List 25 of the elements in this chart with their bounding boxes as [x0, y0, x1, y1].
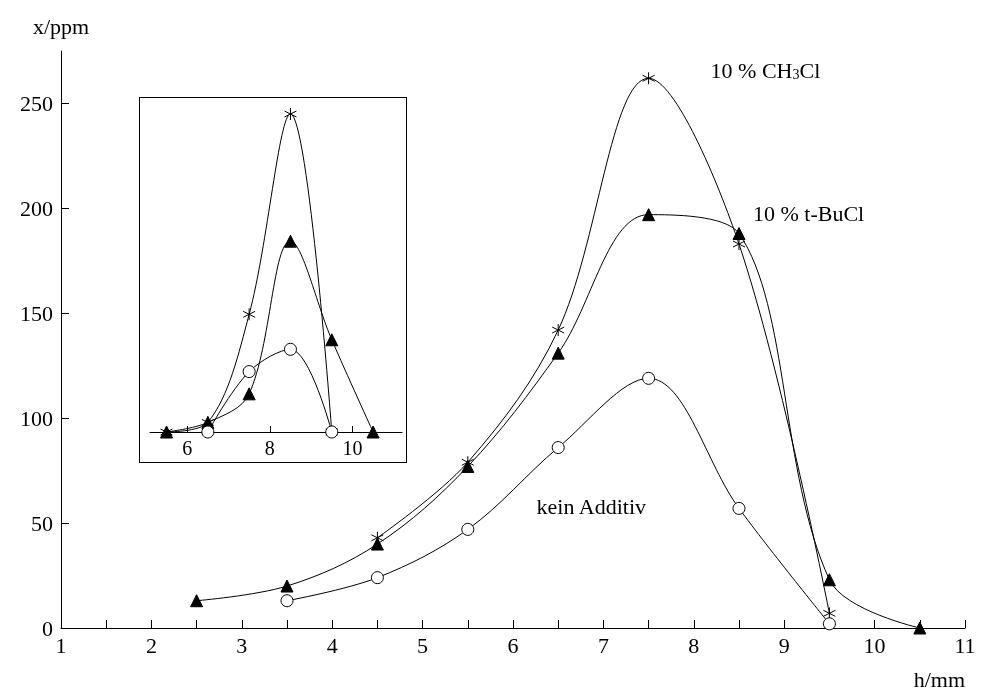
x-tick-label: 9 [778, 632, 790, 658]
x-tick-label: 2 [145, 632, 157, 658]
y-tick-label: 100 [20, 405, 53, 431]
series-label: kein Additiv [536, 493, 646, 519]
y-axis-title: x/ppm [32, 13, 90, 39]
x-tick-label: 6 [182, 437, 193, 459]
x-tick-label: 10 [863, 632, 886, 658]
y-tick-label: 150 [20, 300, 53, 326]
x-axis-title: h/mm [913, 666, 965, 692]
x-tick-label: 3 [236, 632, 248, 658]
series-label: 10 % t-BuCl [753, 201, 865, 227]
y-tick-label: 0 [42, 615, 53, 641]
x-tick-label: 8 [264, 437, 275, 459]
x-tick-label: 6 [507, 632, 519, 658]
x-tick-label: 10 [342, 437, 363, 459]
x-tick-label: 5 [417, 632, 429, 658]
x-tick-label: 8 [688, 632, 700, 658]
x-tick-label: 7 [597, 632, 609, 658]
x-tick-label: 11 [954, 632, 976, 658]
y-tick-label: 250 [20, 90, 53, 116]
y-tick-label: 50 [31, 510, 53, 536]
x-tick-label: 1 [55, 632, 67, 658]
series-label: 10 % CH3Cl [710, 57, 821, 83]
x-tick-label: 4 [326, 632, 338, 658]
y-tick-label: 200 [20, 195, 53, 221]
